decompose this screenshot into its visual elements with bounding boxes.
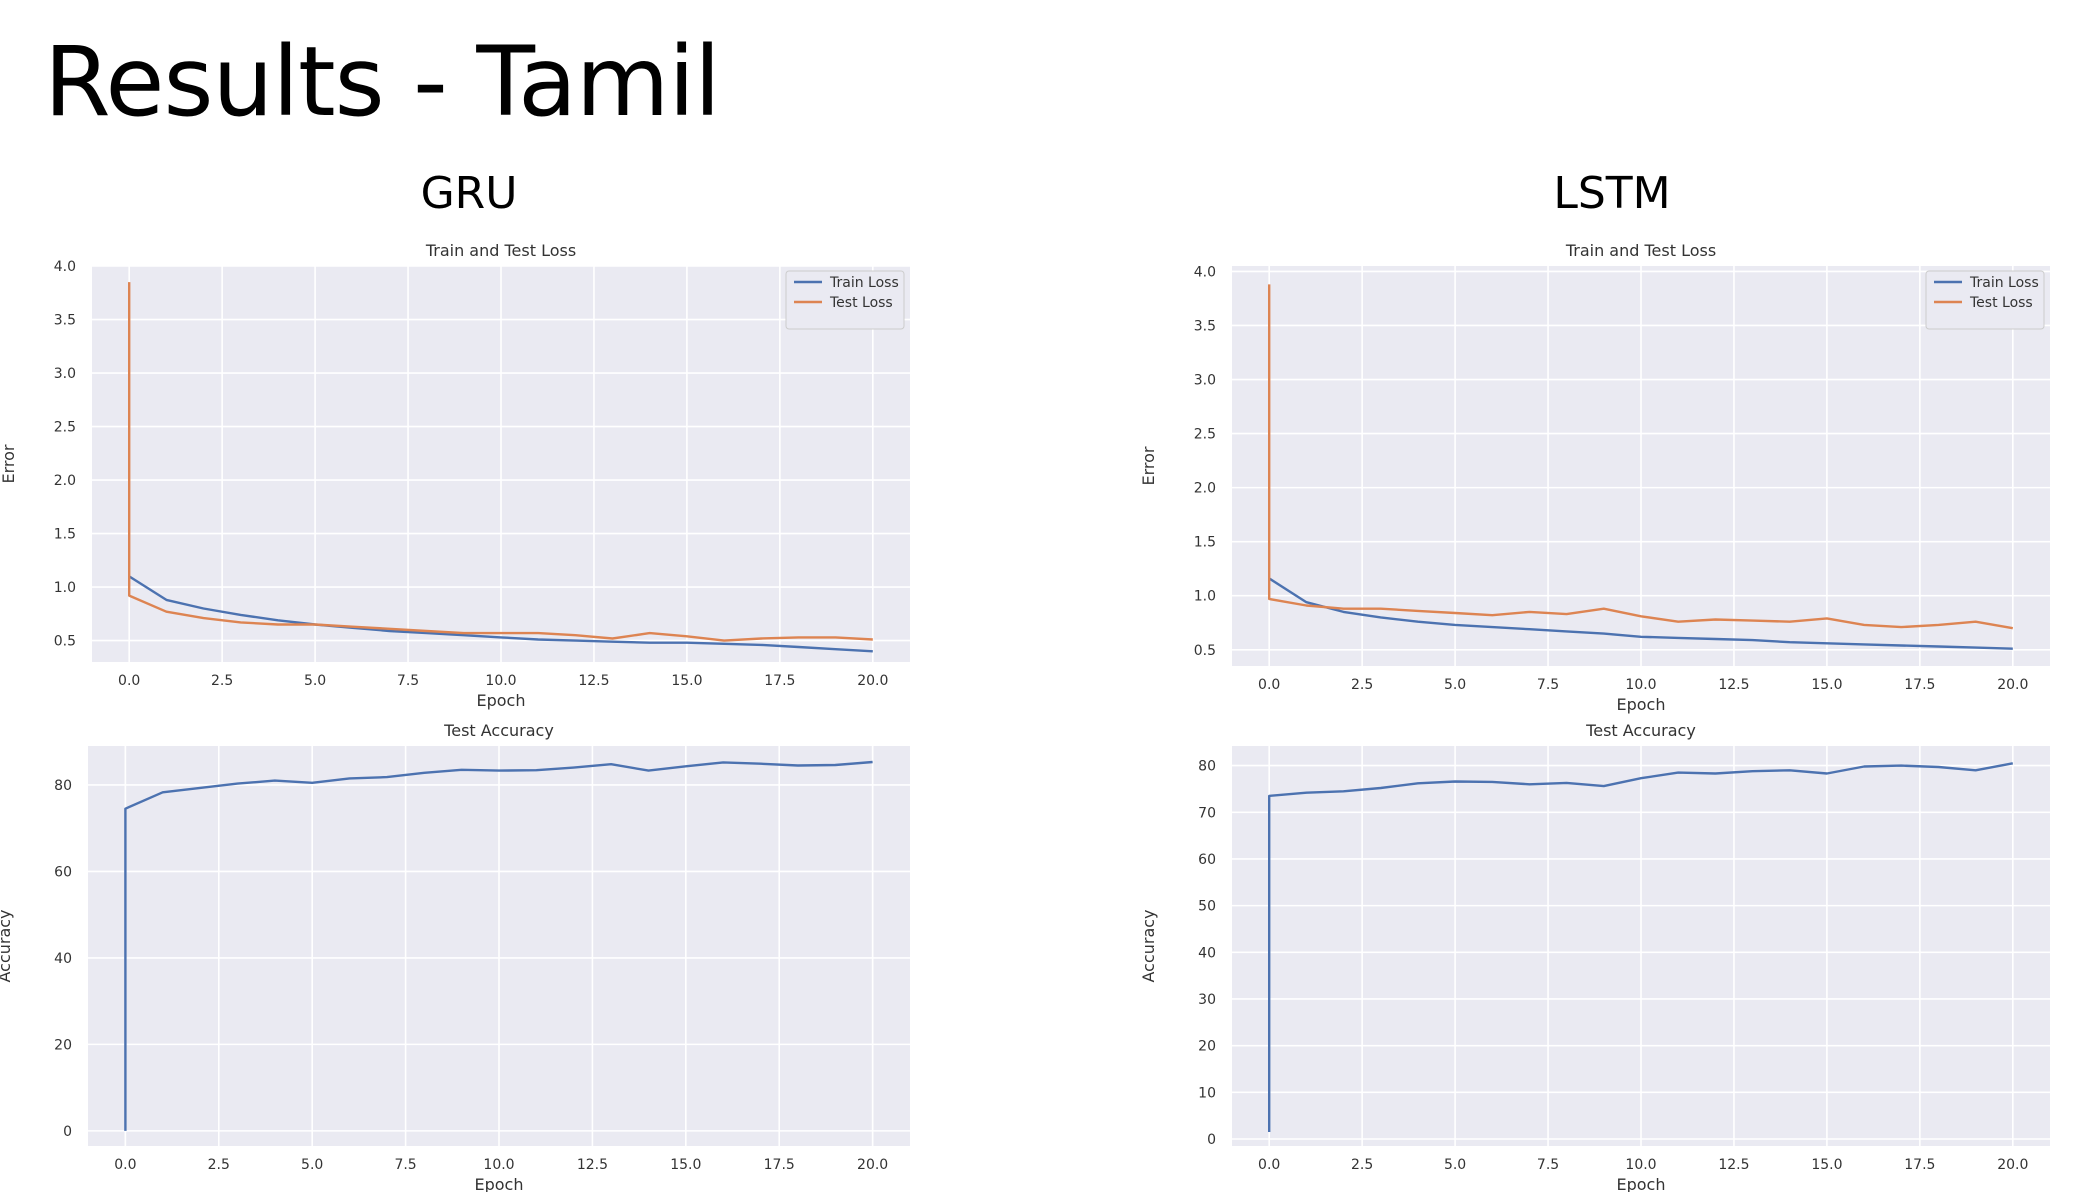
lstm-acc-y-tick-label: 0 (1207, 1132, 1216, 1148)
gru-loss-x-tick-label: 2.5 (211, 673, 233, 689)
gru-acc-x-tick-label: 15.0 (670, 1157, 701, 1173)
lstm-loss-x-axis-label: Epoch (1617, 695, 1666, 714)
lstm-loss-x-tick-label: 15.0 (1811, 677, 1842, 693)
lstm-loss-x-tick-label: 10.0 (1625, 677, 1656, 693)
lstm-loss-legend (1925, 270, 2045, 330)
lstm-loss-y-tick-label: 3.0 (1194, 373, 1216, 389)
lstm-loss-x-tick-label: 17.5 (1904, 677, 1935, 693)
gru-acc-x-tick-label: 10.0 (483, 1157, 514, 1173)
gru-loss-x-tick-label: 15.0 (671, 673, 702, 689)
lstm-acc-x-tick-label: 15.0 (1811, 1157, 1842, 1173)
gru-acc-x-tick-label: 20.0 (857, 1157, 888, 1173)
gru-loss-y-axis-label: Error (0, 444, 18, 483)
gru-loss-x-tick-label: 12.5 (578, 673, 609, 689)
gru-loss-chart-title: Train and Test Loss (425, 241, 576, 260)
gru-loss-y-tick-label: 4.0 (54, 259, 76, 275)
gru-loss-legend (785, 270, 905, 330)
lstm-acc-x-tick-label: 0.0 (1258, 1157, 1280, 1173)
lstm-loss-y-tick-label: 1.0 (1194, 589, 1216, 605)
gru-loss-test-loss-line (127, 282, 873, 642)
lstm-loss-x-tick-label: 0.0 (1258, 677, 1280, 693)
gru-acc-x-tick-label: 7.5 (394, 1157, 416, 1173)
lstm-accuracy-chart: 0.0 2.5 5.0 7.5 10.0 12.5 15.0 17.5 20.0 0 10 20 30 4… (1139, 721, 2050, 1192)
lstm-loss-y-tick-label: 2.5 (1194, 427, 1216, 443)
gru-acc-y-tick-label: 40 (54, 951, 72, 967)
lstm-loss-legend-label: Train Loss (1969, 275, 2039, 291)
lstm-loss-y-tick-label: 0.5 (1194, 643, 1216, 659)
lstm-acc-accuracy-line (1267, 762, 2014, 1132)
gru-acc-y-tick-label: 80 (54, 778, 72, 794)
lstm-acc-x-tick-label: 5.0 (1444, 1157, 1466, 1173)
lstm-loss-chart: 0.0 2.5 5.0 7.5 10.0 12.5 15.0 17.5 20.0 0.5 1.0 1.… (1139, 241, 2050, 714)
gru-loss-x-tick-label: 0.0 (118, 673, 140, 689)
lstm-acc-x-axis-label: Epoch (1617, 1175, 1666, 1192)
gru-loss-y-tick-label: 3.5 (54, 313, 76, 329)
gru-loss-y-tick-label: 3.0 (54, 366, 76, 382)
lstm-loss-legend-label: Test Loss (1969, 295, 2033, 311)
gru-loss-x-tick-label: 5.0 (304, 673, 326, 689)
lstm-acc-y-tick-label: 10 (1198, 1085, 1216, 1101)
lstm-loss-x-tick-label: 20.0 (1997, 677, 2028, 693)
lstm-acc-x-tick-label: 17.5 (1904, 1157, 1935, 1173)
gru-loss-y-tick-label: 1.0 (54, 580, 76, 596)
gru-acc-x-tick-label: 12.5 (577, 1157, 608, 1173)
lstm-acc-chart-title: Test Accuracy (1585, 721, 1696, 740)
gru-acc-y-tick-label: 0 (63, 1124, 72, 1140)
lstm-acc-x-tick-label: 20.0 (1997, 1157, 2028, 1173)
gru-loss-chart: 0.0 2.5 5.0 7.5 10.0 12.5 15.0 17.5 20.0 0.5 1.0 1.… (0, 241, 910, 710)
lstm-acc-x-tick-label: 7.5 (1537, 1157, 1559, 1173)
lstm-acc-y-axis-label: Accuracy (1139, 909, 1158, 982)
lstm-acc-y-tick-label: 20 (1198, 1039, 1216, 1055)
gru-acc-x-tick-label: 5.0 (301, 1157, 323, 1173)
lstm-acc-y-tick-label: 70 (1198, 805, 1216, 821)
lstm-acc-y-tick-label: 60 (1198, 852, 1216, 868)
gru-loss-legend-label: Train Loss (829, 275, 899, 291)
lstm-loss-y-tick-label: 3.5 (1194, 318, 1216, 334)
gru-loss-x-axis-label: Epoch (477, 691, 526, 710)
gru-acc-x-tick-label: 0.0 (114, 1157, 136, 1173)
gru-loss-x-tick-label: 20.0 (857, 673, 888, 689)
gru-acc-x-axis-label: Epoch (475, 1175, 524, 1192)
gru-acc-y-tick-label: 20 (54, 1037, 72, 1053)
gru-heading: GRU (420, 168, 518, 219)
lstm-acc-y-tick-label: 30 (1198, 992, 1216, 1008)
gru-acc-x-tick-label: 17.5 (764, 1157, 795, 1173)
gru-loss-y-tick-label: 2.5 (54, 420, 76, 436)
gru-loss-y-tick-label: 0.5 (54, 634, 76, 650)
lstm-loss-y-tick-label: 2.0 (1194, 481, 1216, 497)
lstm-loss-test-loss-line (1267, 284, 2014, 630)
lstm-acc-y-tick-label: 80 (1198, 759, 1216, 775)
lstm-loss-x-tick-label: 7.5 (1537, 677, 1559, 693)
lstm-loss-chart-title: Train and Test Loss (1565, 241, 1716, 260)
lstm-loss-x-tick-label: 12.5 (1718, 677, 1749, 693)
gru-acc-accuracy-line (124, 760, 873, 1131)
lstm-acc-x-tick-label: 12.5 (1718, 1157, 1749, 1173)
gru-acc-chart-title: Test Accuracy (443, 721, 554, 740)
lstm-acc-x-tick-label: 10.0 (1625, 1157, 1656, 1173)
gru-acc-y-tick-label: 60 (54, 864, 72, 880)
lstm-loss-train-loss-line (1268, 577, 2013, 650)
lstm-loss-x-tick-label: 2.5 (1351, 677, 1373, 693)
lstm-acc-y-tick-label: 50 (1198, 899, 1216, 915)
gru-acc-x-tick-label: 2.5 (208, 1157, 230, 1173)
lstm-loss-y-tick-label: 4.0 (1194, 264, 1216, 280)
lstm-heading: LSTM (1553, 168, 1671, 219)
gru-loss-train-loss-line (128, 575, 873, 653)
lstm-acc-x-tick-label: 2.5 (1351, 1157, 1373, 1173)
gru-loss-x-tick-label: 7.5 (397, 673, 419, 689)
gru-loss-legend-label: Test Loss (829, 295, 893, 311)
gru-loss-x-tick-label: 17.5 (764, 673, 795, 689)
slide-title: Results - Tamil (44, 26, 721, 138)
lstm-loss-x-tick-label: 5.0 (1444, 677, 1466, 693)
lstm-loss-y-axis-label: Error (1139, 446, 1158, 485)
lstm-loss-y-tick-label: 1.5 (1194, 535, 1216, 551)
gru-loss-y-tick-label: 2.0 (54, 473, 76, 489)
gru-accuracy-chart: 0.0 2.5 5.0 7.5 10.0 12.5 15.0 17.5 20.0 0 20 40 60 8… (0, 721, 910, 1192)
gru-acc-y-axis-label: Accuracy (0, 909, 14, 982)
gru-loss-y-tick-label: 1.5 (54, 527, 76, 543)
gru-loss-x-tick-label: 10.0 (485, 673, 516, 689)
lstm-acc-y-tick-label: 40 (1198, 945, 1216, 961)
